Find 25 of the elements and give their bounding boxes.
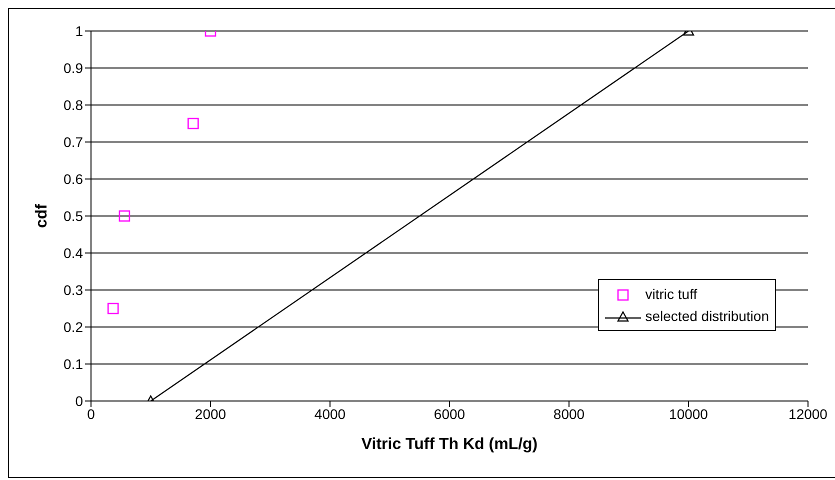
y-tick-label: 0.2 — [64, 318, 84, 335]
point — [118, 210, 130, 222]
x-tick-label: 10000 — [669, 406, 708, 422]
y-tick-label: 0.9 — [64, 60, 84, 76]
x-tick-label: 6000 — [434, 406, 466, 422]
x-tick-label: 2000 — [194, 406, 226, 422]
y-axis-title: cdf — [34, 203, 51, 228]
x-tick-label: 8000 — [553, 406, 585, 422]
x-tick-label: 0 — [87, 406, 96, 422]
y-tick-label: 0.7 — [64, 134, 84, 150]
y-tick-label: 0.3 — [64, 282, 84, 298]
x-tick-label: 12000 — [788, 406, 828, 422]
y-tick-label: 0.6 — [64, 170, 84, 187]
y-tick-label: 0.8 — [64, 96, 84, 113]
legend-label: selected distribution — [645, 308, 769, 324]
point — [107, 302, 119, 314]
x-axis-title: Vitric Tuff Th Kd (mL/g) — [361, 436, 538, 453]
legend-label: vitric tuff — [645, 286, 698, 302]
y-tick-label: 0.4 — [64, 244, 84, 261]
point — [188, 118, 199, 130]
x-tick-label: 4000 — [314, 406, 346, 422]
y-tick-label: 0 — [75, 392, 84, 409]
y-tick-label: 1 — [75, 22, 84, 39]
y-tick-label: 0.1 — [64, 356, 84, 372]
y-tick-label: 0.5 — [64, 208, 84, 224]
